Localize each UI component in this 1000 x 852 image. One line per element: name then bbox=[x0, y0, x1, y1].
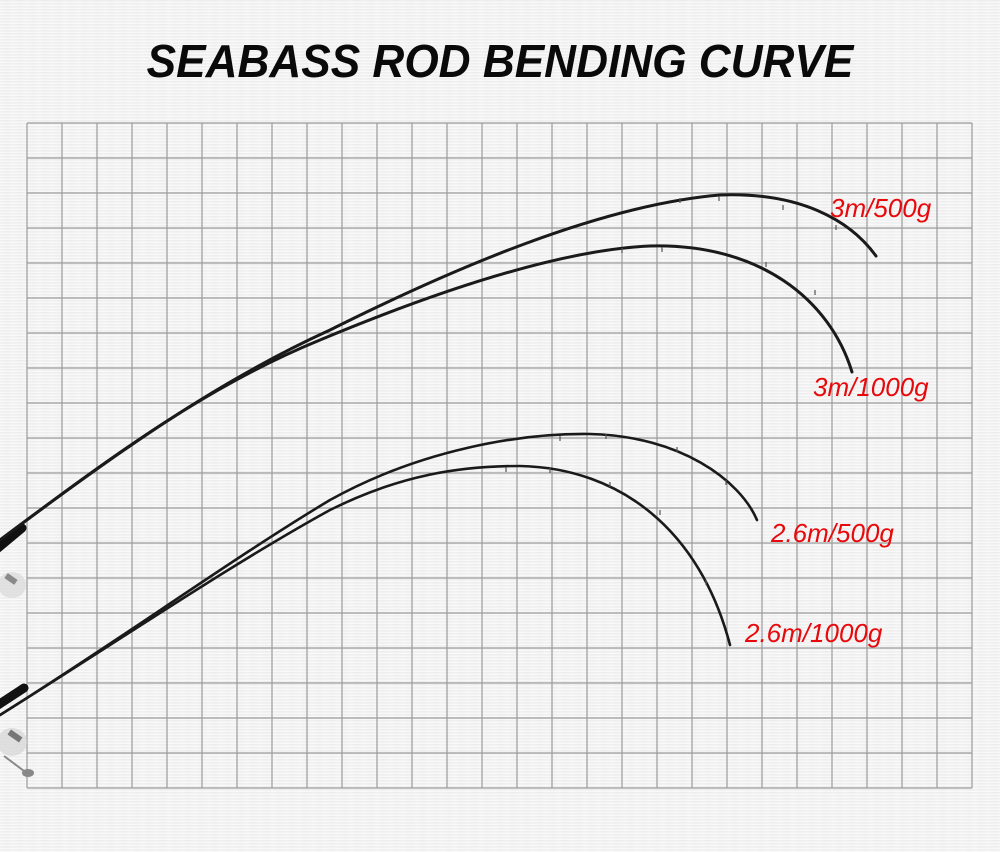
label-2.6m-1000g: 2.6m/1000g bbox=[744, 618, 883, 648]
label-2.6m-500g: 2.6m/500g bbox=[770, 518, 894, 548]
curve-2.6m-500g bbox=[0, 432, 759, 717]
curve-2.6m-1000g bbox=[0, 464, 732, 717]
curve-3m-1000g bbox=[0, 244, 854, 542]
rod-guides bbox=[505, 196, 837, 585]
reel-icon-upper bbox=[0, 523, 27, 598]
label-3m-500g: 3m/500g bbox=[830, 193, 932, 223]
reel-icon-lower bbox=[0, 683, 34, 777]
chart-title: SEABASS ROD BENDING CURVE bbox=[146, 35, 854, 87]
grid bbox=[26, 122, 973, 789]
label-3m-1000g: 3m/1000g bbox=[813, 372, 929, 402]
